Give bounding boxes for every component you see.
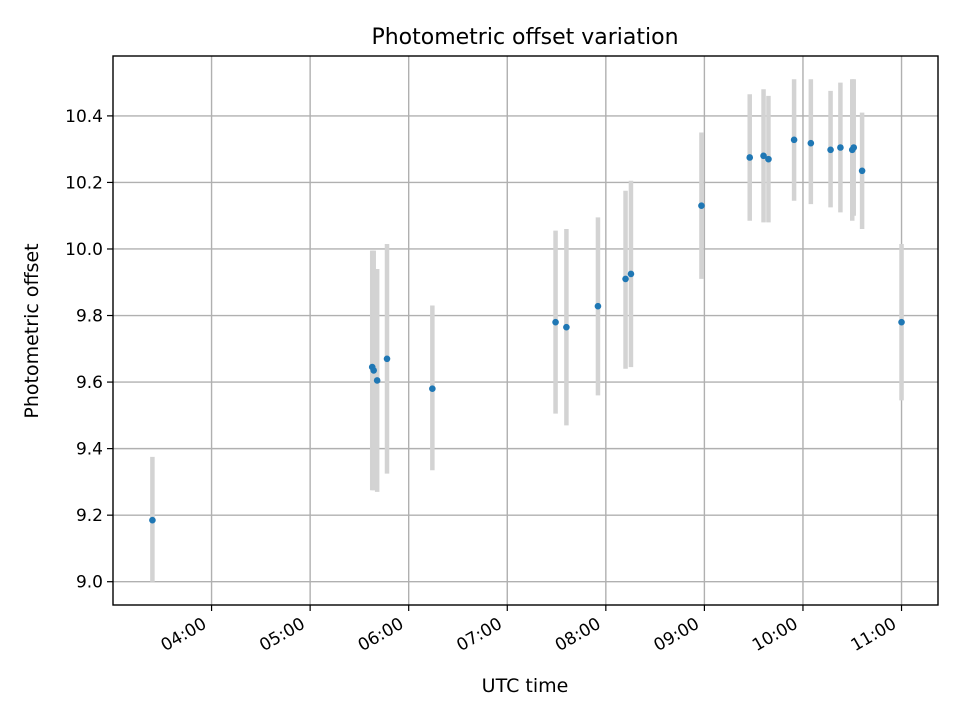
y-tick-label: 9.2 — [76, 506, 103, 526]
data-point — [383, 355, 391, 363]
data-point — [627, 270, 635, 278]
data-point — [790, 136, 798, 144]
y-axis-label: Photometric offset — [21, 243, 43, 418]
data-point — [850, 144, 858, 151]
data-point — [827, 146, 834, 154]
data-point — [370, 367, 378, 374]
data-point — [149, 516, 156, 524]
data-point — [698, 202, 705, 210]
data-point — [837, 144, 844, 151]
y-tick-label: 9.0 — [76, 573, 103, 593]
grid — [113, 56, 938, 605]
y-tick-label: 10.0 — [65, 240, 103, 260]
data-point — [807, 139, 815, 147]
data-point — [760, 152, 767, 160]
x-axis-label: UTC time — [482, 675, 569, 697]
data-point — [622, 275, 629, 283]
data-point — [594, 302, 602, 310]
data-point — [765, 155, 772, 163]
data-points — [149, 136, 905, 524]
y-tick-label: 10.4 — [65, 107, 103, 127]
y-tick-label: 10.2 — [65, 173, 103, 193]
y-tick-label: 9.4 — [76, 440, 103, 460]
y-tick-label: 9.8 — [76, 307, 103, 327]
data-point — [563, 323, 570, 331]
data-point — [552, 318, 559, 326]
data-point — [898, 318, 905, 326]
chart-title: Photometric offset variation — [371, 25, 678, 50]
data-point — [429, 385, 436, 393]
y-tick-label: 9.6 — [76, 373, 103, 393]
data-point — [373, 377, 381, 384]
data-point — [858, 167, 866, 175]
plot-frame — [112, 55, 939, 606]
data-point — [746, 154, 754, 161]
